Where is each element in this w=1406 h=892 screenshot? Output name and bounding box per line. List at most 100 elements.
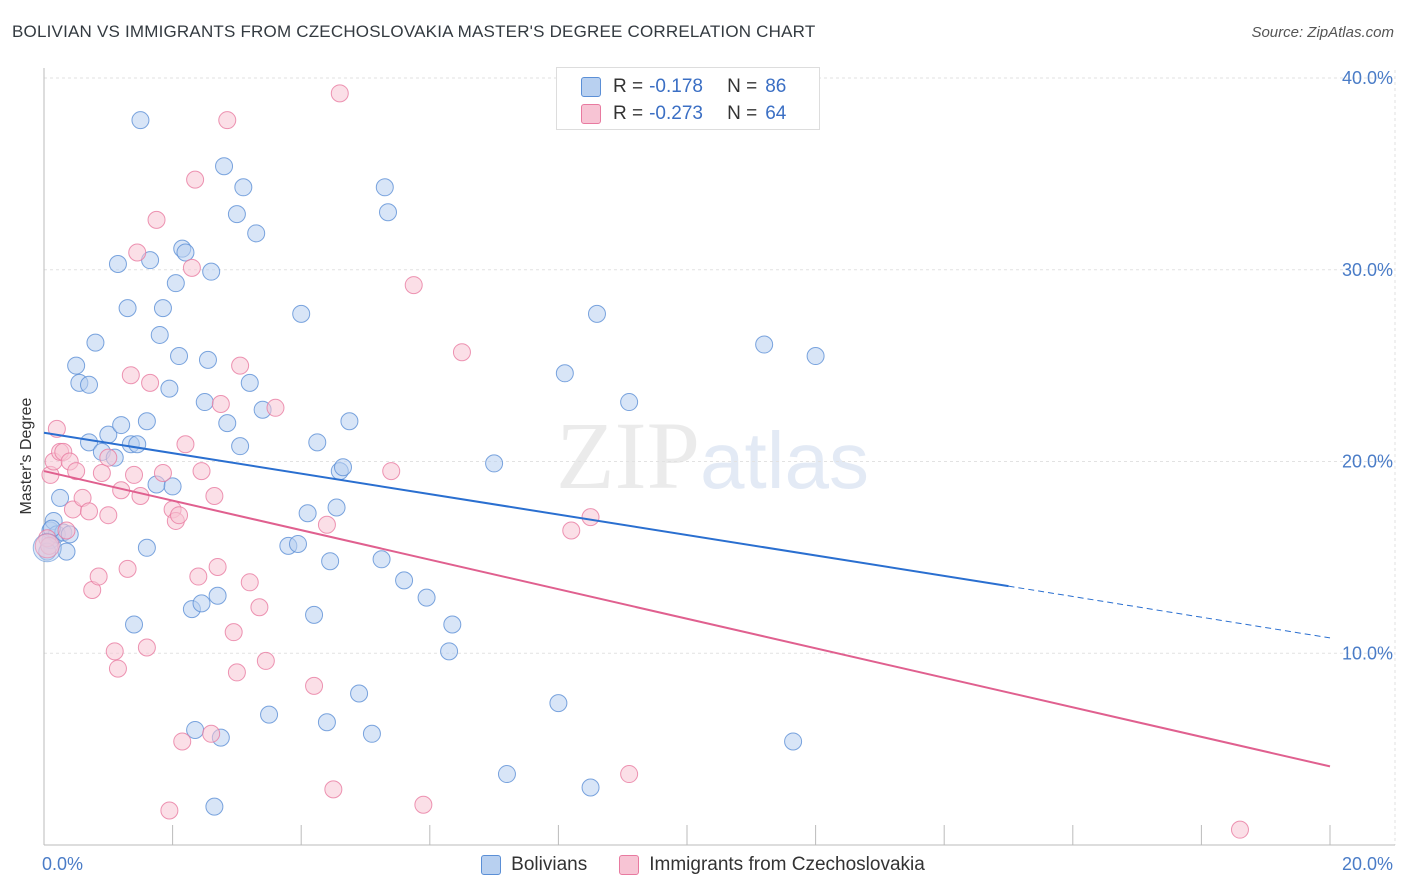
point-bolivian [375,178,394,197]
point-bolivian [620,393,639,412]
legend-swatch-pink [619,855,640,875]
legend-item-czechoslovakia[interactable]: Immigrants from Czechoslovakia [619,854,925,876]
point-bolivian [150,325,169,344]
point-czechoslovakia [67,462,86,481]
point-bolivian [108,254,127,273]
x-tick-label: 20.0% [1342,854,1393,874]
legend-r-value: -0.178 [649,76,703,97]
point-bolivian [292,304,311,323]
watermark-zip: ZIP [556,402,700,509]
point-czechoslovakia [382,462,401,481]
point-bolivian [288,534,307,553]
point-czechoslovakia [1230,820,1249,839]
point-czechoslovakia [414,795,433,814]
point-bolivian [417,588,436,607]
watermark: ZIPatlas [556,400,869,511]
point-bolivian [112,416,131,435]
point-czechoslovakia [208,557,227,576]
point-czechoslovakia [189,567,208,586]
series-legend: Bolivians Immigrants from Czechoslovakia [0,852,1406,878]
point-bolivian [170,347,189,366]
point-bolivian [118,299,137,318]
point-bolivian [208,586,227,605]
point-czechoslovakia [224,623,243,642]
y-tick-label: 30.0% [1342,260,1393,280]
point-bolivian [806,347,825,366]
point-czechoslovakia [92,464,111,483]
point-bolivian [51,488,70,507]
point-czechoslovakia [202,724,221,743]
point-bolivian [80,375,99,394]
legend-n-label: N = [727,103,758,124]
point-czechoslovakia [404,276,423,295]
point-czechoslovakia [305,676,324,695]
point-bolivian [350,684,369,703]
point-bolivian [80,433,99,452]
y-tick-label: 40.0% [1342,68,1393,88]
point-czechoslovakia [118,559,137,578]
point-bolivian [125,615,144,634]
point-bolivian [128,435,147,454]
legend-n-value: 64 [765,103,787,124]
point-czechoslovakia [211,394,230,413]
point-bolivian [305,605,324,624]
point-bolivian [784,732,803,751]
point-bolivian [67,356,86,375]
point-bolivian [298,504,317,523]
watermark-atlas: atlas [700,416,869,505]
point-bolivian [340,412,359,431]
point-bolivian [231,437,250,456]
point-bolivian [176,243,195,262]
point-czechoslovakia [121,366,140,385]
point-czechoslovakia [452,343,471,362]
point-czechoslovakia [186,170,205,189]
point-bolivian [240,373,259,392]
legend-item-bolivians[interactable]: Bolivians [481,854,587,876]
point-czechoslovakia [620,765,639,784]
point-czechoslovakia [231,356,250,375]
point-bolivian [163,477,182,496]
legend-r-label: R = [613,103,644,124]
point-czechoslovakia [141,373,160,392]
point-bolivian [131,111,150,130]
point-czechoslovakia [57,521,76,540]
legend-row-czechoslovakia: R = -0.273 N = 64 [581,101,786,127]
point-bolivian [215,157,234,176]
point-czechoslovakia [170,506,189,525]
point-bolivian [247,224,266,243]
x-tick-label: 0.0% [42,854,83,874]
point-czechoslovakia-cluster [34,533,60,559]
legend-r-value: -0.273 [649,103,703,124]
point-czechoslovakia [128,243,147,262]
point-bolivian [549,694,568,713]
point-bolivian [227,205,246,224]
point-czechoslovakia [317,515,336,534]
point-czechoslovakia [218,111,237,130]
point-bolivian [166,274,185,293]
point-bolivian [234,178,253,197]
point-czechoslovakia [89,567,108,586]
trendline-bolivians-extension [1008,585,1331,639]
point-czechoslovakia [125,465,144,484]
point-bolivian [327,498,346,517]
point-czechoslovakia [240,573,259,592]
point-bolivian [372,550,391,569]
point-bolivian [198,350,217,369]
point-czechoslovakia [105,642,124,661]
point-bolivian [137,412,156,431]
point-czechoslovakia [153,464,172,483]
point-bolivian [137,538,156,557]
legend-row-bolivians: R = -0.178 N = 86 [581,74,786,100]
y-tick-label: 10.0% [1342,643,1393,663]
point-czechoslovakia [108,659,127,678]
point-czechoslovakia [147,210,166,229]
point-czechoslovakia [99,506,118,525]
point-bolivian [443,615,462,634]
point-czechoslovakia [137,638,156,657]
point-bolivian [755,335,774,354]
point-bolivian [260,705,279,724]
point-bolivian [308,433,327,452]
point-bolivian [333,458,352,477]
point-czechoslovakia [80,502,99,521]
